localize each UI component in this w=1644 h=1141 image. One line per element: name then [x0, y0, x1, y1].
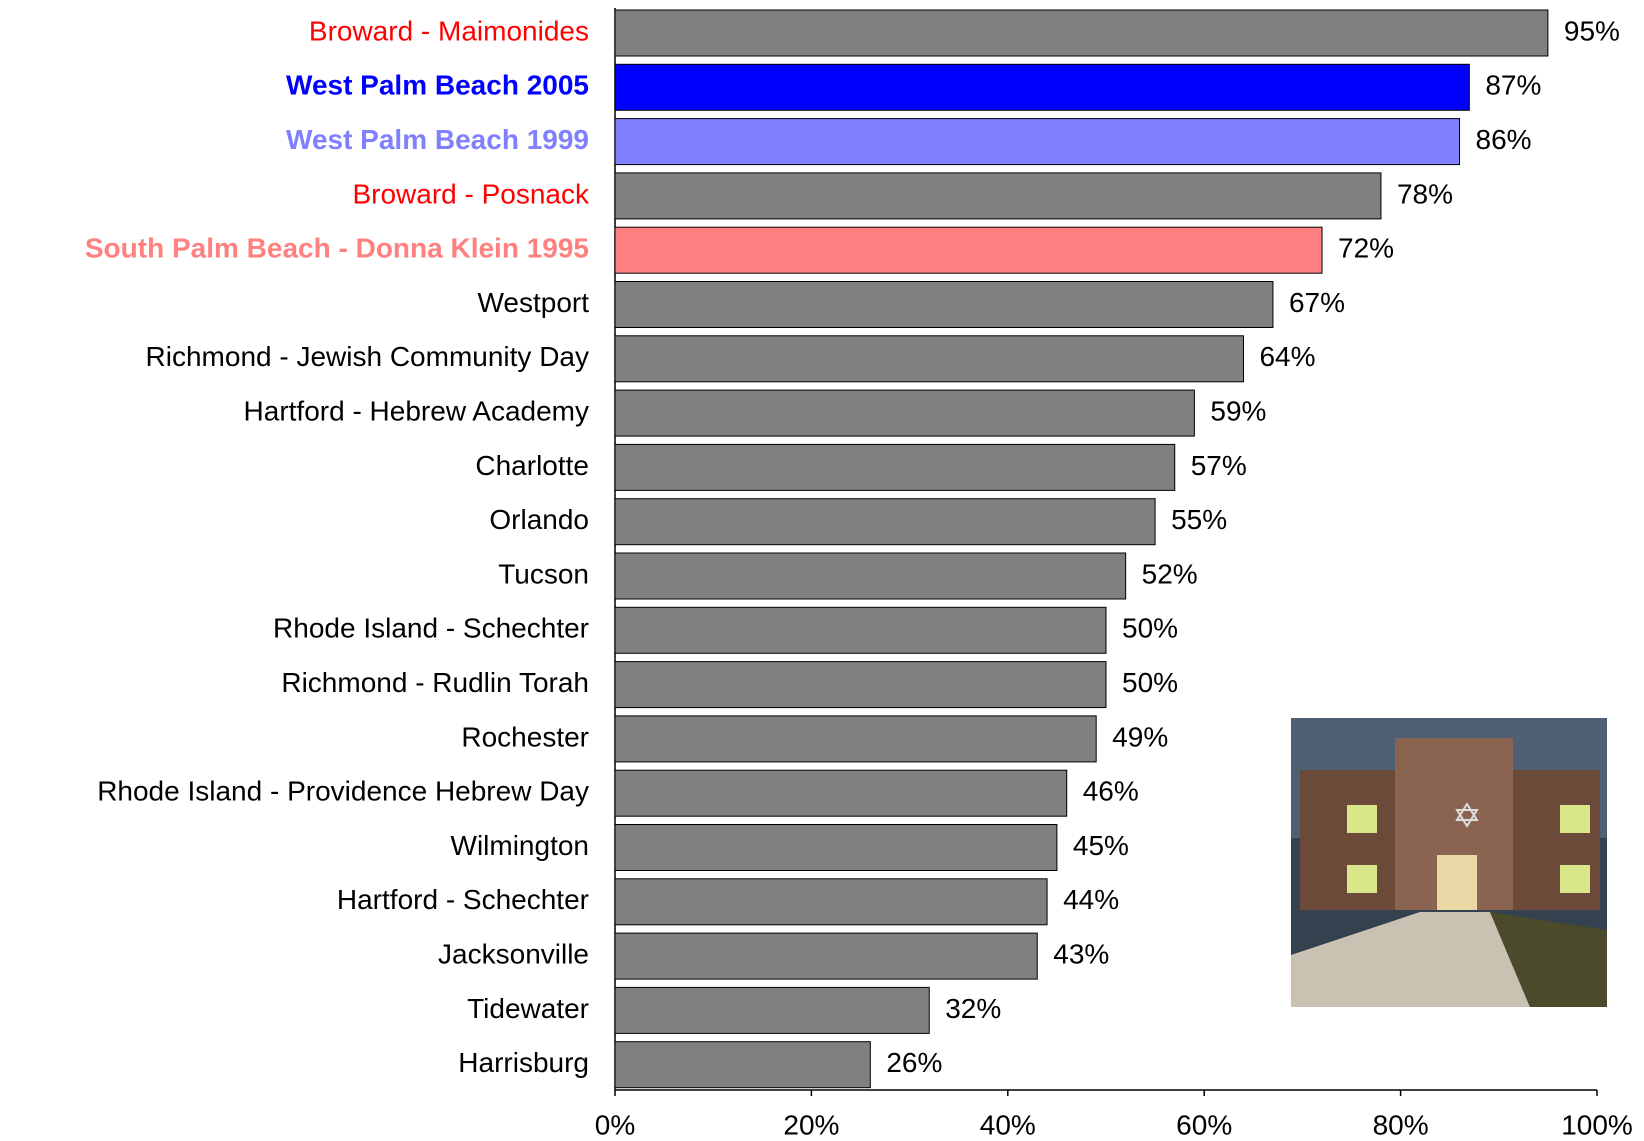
y-tick-label: Jacksonville — [438, 938, 589, 969]
y-tick-label: Richmond - Jewish Community Day — [146, 341, 589, 372]
y-tick-label: West Palm Beach 2005 — [286, 70, 589, 101]
bar — [614, 715, 1097, 763]
data-label: 44% — [1063, 884, 1119, 915]
bar — [614, 498, 1156, 546]
data-label: 57% — [1191, 450, 1247, 481]
y-tick-label: South Palm Beach - Donna Klein 1995 — [85, 233, 589, 264]
bar — [614, 63, 1470, 111]
bar — [614, 9, 1549, 57]
y-tick-label: Wilmington — [451, 830, 589, 861]
x-tick-label: 0% — [595, 1109, 635, 1140]
bar — [614, 281, 1274, 328]
y-tick-label: Tucson — [498, 558, 589, 589]
data-label: 72% — [1338, 233, 1394, 264]
data-label: 64% — [1259, 341, 1315, 372]
y-tick-label: Rhode Island - Providence Hebrew Day — [97, 776, 589, 807]
y-tick-label: Richmond - Rudlin Torah — [281, 667, 589, 698]
x-tick-label: 40% — [980, 1109, 1036, 1140]
photo — [1291, 718, 1607, 1007]
data-label: 59% — [1210, 395, 1266, 426]
x-tick-label: 60% — [1176, 1109, 1232, 1140]
bar — [614, 118, 1461, 166]
bar — [614, 986, 930, 1034]
y-tick-label: Hartford - Hebrew Academy — [244, 395, 589, 426]
data-label: 55% — [1171, 504, 1227, 535]
y-tick-label: Westport — [477, 287, 589, 318]
bar — [614, 661, 1107, 709]
y-tick-label: Harrisburg — [458, 1047, 589, 1078]
y-tick-label: Tidewater — [467, 993, 589, 1024]
data-label: 26% — [886, 1047, 942, 1078]
data-label: 86% — [1476, 124, 1532, 155]
data-label: 95% — [1564, 15, 1620, 46]
bar — [614, 824, 1058, 871]
bar — [614, 606, 1107, 654]
data-label: 46% — [1083, 776, 1139, 807]
bar — [614, 443, 1176, 491]
x-tick-label: 100% — [1561, 1109, 1633, 1140]
bar — [614, 769, 1068, 817]
data-label: 52% — [1142, 558, 1198, 589]
bar — [614, 172, 1382, 220]
bar — [614, 226, 1323, 274]
data-label: 50% — [1122, 667, 1178, 698]
bar — [614, 335, 1244, 383]
data-label: 87% — [1485, 70, 1541, 101]
data-label: 78% — [1397, 178, 1453, 209]
data-label: 45% — [1073, 830, 1129, 861]
y-tick-label: Rochester — [461, 721, 589, 752]
y-tick-label: Broward - Maimonides — [309, 15, 589, 46]
y-tick-label: Rhode Island - Schechter — [273, 613, 589, 644]
y-tick-label: Orlando — [489, 504, 589, 535]
data-label: 50% — [1122, 613, 1178, 644]
y-tick-label: Charlotte — [475, 450, 589, 481]
y-tick-label: Broward - Posnack — [352, 178, 590, 209]
data-label: 32% — [945, 993, 1001, 1024]
data-label: 43% — [1053, 938, 1109, 969]
bar — [614, 1041, 871, 1089]
data-label: 67% — [1289, 287, 1345, 318]
x-tick-label: 20% — [783, 1109, 839, 1140]
data-label: 49% — [1112, 721, 1168, 752]
y-tick-label: Hartford - Schechter — [337, 884, 589, 915]
bar — [614, 552, 1127, 600]
bar — [614, 389, 1195, 437]
y-tick-label: West Palm Beach 1999 — [286, 124, 589, 155]
x-tick-label: 80% — [1373, 1109, 1429, 1140]
bar — [614, 932, 1038, 980]
bar — [614, 878, 1048, 926]
